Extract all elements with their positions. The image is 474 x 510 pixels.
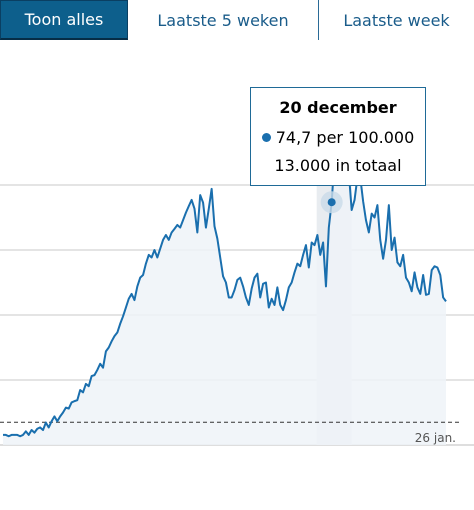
tab-laatste-5-weken[interactable]: Laatste 5 weken	[128, 0, 319, 40]
chart-tooltip: 20 december 74,7 per 100.000 13.000 in t…	[250, 87, 426, 186]
infections-chart[interactable]: 26 jan.	[0, 40, 474, 510]
tab-laatste-week[interactable]: Laatste week	[319, 0, 474, 40]
tooltip-value: 74,7 per 100.000	[275, 128, 415, 147]
series-dot-icon	[261, 133, 271, 142]
x-tick-label: 26 jan.	[415, 431, 456, 445]
highlight-point[interactable]	[327, 198, 336, 207]
series-area	[3, 142, 446, 445]
period-tabs: Toon alles Laatste 5 weken Laatste week	[0, 0, 474, 40]
series-line	[3, 141, 447, 438]
tooltip-value-row: 74,7 per 100.000	[251, 128, 425, 148]
tooltip-total: 13.000 in totaal	[274, 156, 402, 175]
tab-toon-alles[interactable]: Toon alles	[0, 0, 128, 40]
tooltip-date: 20 december	[279, 98, 397, 117]
